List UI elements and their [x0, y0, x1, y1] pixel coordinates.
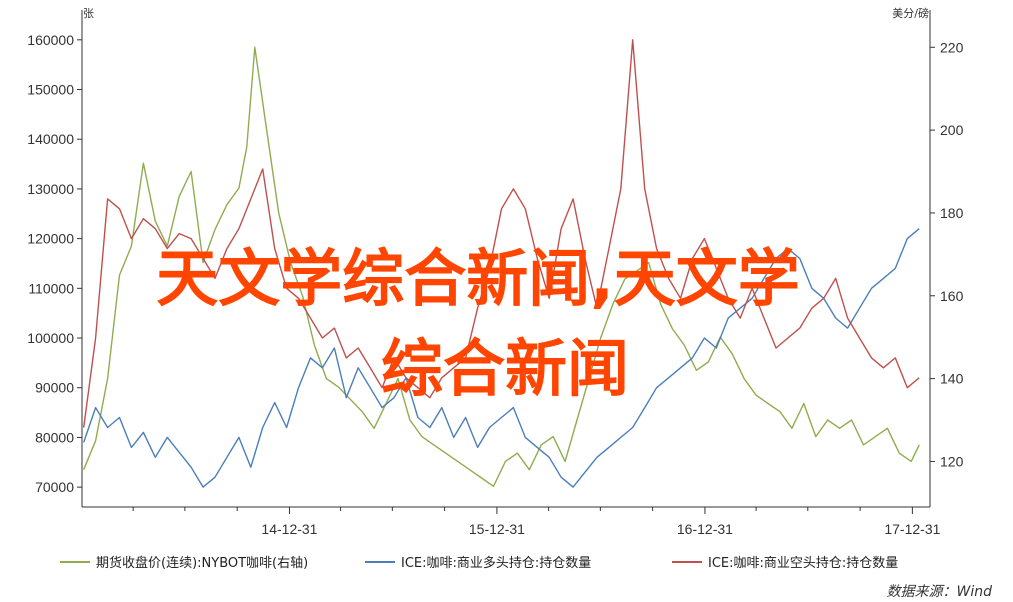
overlay-text-line-2: 综合新闻 — [381, 332, 629, 405]
left-axis-tick-label: 120000 — [27, 231, 74, 247]
right-axis-tick-label: 220 — [940, 39, 964, 55]
x-axis-tick-label: 16-12-31 — [677, 521, 733, 537]
series-line-1 — [83, 46, 920, 487]
right-axis-tick-label: 140 — [940, 371, 964, 387]
x-axis: 14-12-31 15-12-31 16-12-31 17-12-31 — [82, 506, 941, 537]
left-axis-tick-label: 100000 — [27, 330, 74, 346]
legend-label-2: ICE:咖啡:商业多头持仓:持仓数量 — [401, 555, 591, 571]
x-axis-tick-label: 17-12-31 — [884, 521, 940, 537]
left-axis-tick-label: 70000 — [35, 479, 74, 495]
left-axis-tick-label: 150000 — [27, 82, 74, 98]
source-label: 数据来源：Wind — [887, 584, 993, 600]
x-axis-tick-label: 14-12-31 — [261, 521, 317, 537]
left-axis-tick-label: 160000 — [27, 32, 74, 48]
left-axis-tick-label: 140000 — [27, 131, 74, 147]
right-axis-tick-label: 120 — [940, 453, 964, 469]
series-line-3 — [83, 39, 920, 428]
series-line-2 — [83, 228, 920, 488]
overlay-text-line-1: 天文学综合新闻,天文学 — [156, 242, 800, 315]
x-axis-tick-label: 15-12-31 — [469, 521, 525, 537]
series-lines — [83, 39, 920, 488]
left-axis-tick-label: 110000 — [28, 280, 74, 296]
right-axis-tick-label: 160 — [940, 288, 964, 304]
right-axis-tick-label: 180 — [940, 205, 964, 221]
left-axis-tick-label: 130000 — [27, 181, 74, 197]
right-axis: 120 140 160 180 200 220 — [929, 10, 964, 507]
right-axis-tick-label: 200 — [940, 122, 964, 138]
left-axis-unit: 张 — [83, 7, 94, 20]
legend: 期货收盘价(连续):NYBOT咖啡(右轴) ICE:咖啡:商业多头持仓:持仓数量 I… — [60, 555, 898, 571]
left-axis: 70000 80000 90000 100000 110000 120000 130000 1… — [27, 10, 83, 507]
legend-label-1: 期货收盘价(连续):NYBOT咖啡(右轴) — [96, 555, 308, 571]
legend-label-3: ICE:咖啡:商业空头持仓:持仓数量 — [708, 556, 898, 571]
left-axis-tick-label: 80000 — [35, 429, 74, 445]
left-axis-tick-label: 90000 — [35, 380, 74, 396]
right-axis-unit: 美分/磅 — [892, 6, 929, 20]
